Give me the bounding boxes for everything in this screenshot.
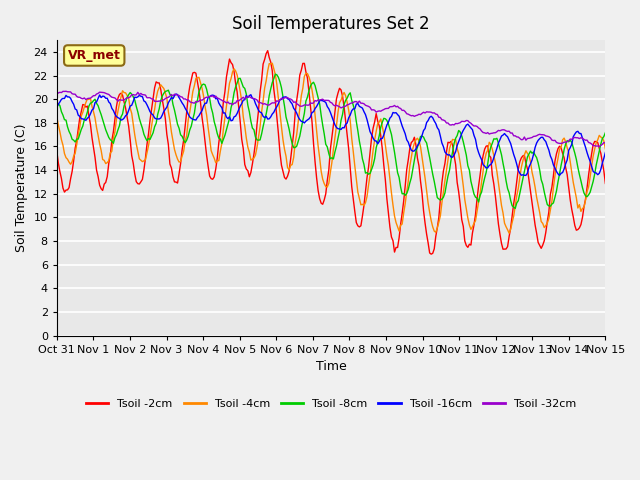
Text: VR_met: VR_met	[68, 49, 121, 62]
Y-axis label: Soil Temperature (C): Soil Temperature (C)	[15, 124, 28, 252]
X-axis label: Time: Time	[316, 360, 346, 373]
Legend: Tsoil -2cm, Tsoil -4cm, Tsoil -8cm, Tsoil -16cm, Tsoil -32cm: Tsoil -2cm, Tsoil -4cm, Tsoil -8cm, Tsoi…	[81, 395, 580, 413]
Title: Soil Temperatures Set 2: Soil Temperatures Set 2	[232, 15, 430, 33]
